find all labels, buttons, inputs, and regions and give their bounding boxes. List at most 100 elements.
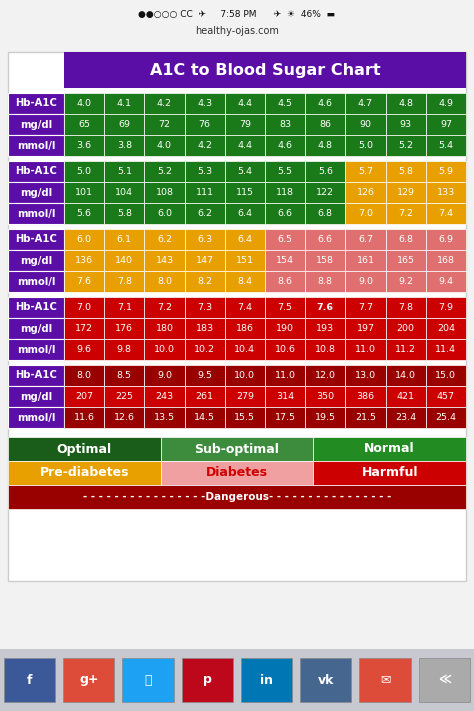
- Text: 12.6: 12.6: [114, 413, 135, 422]
- Bar: [225, 386, 265, 407]
- Text: 72: 72: [158, 120, 171, 129]
- Bar: [184, 135, 225, 156]
- Bar: [426, 182, 466, 203]
- Text: 5.6: 5.6: [77, 209, 91, 218]
- Bar: [64, 297, 104, 318]
- Text: 4.8: 4.8: [398, 99, 413, 108]
- Bar: [184, 182, 225, 203]
- Bar: [346, 318, 386, 339]
- Text: 21.5: 21.5: [355, 413, 376, 422]
- Bar: [346, 365, 386, 386]
- Text: 8.0: 8.0: [157, 277, 172, 286]
- Bar: [426, 250, 466, 271]
- Text: ✉: ✉: [380, 673, 391, 687]
- Bar: [346, 407, 386, 428]
- Text: f: f: [27, 673, 32, 687]
- Text: 118: 118: [276, 188, 294, 197]
- Bar: [265, 93, 305, 114]
- Text: Hb-A1C: Hb-A1C: [15, 370, 57, 380]
- Bar: [145, 114, 184, 135]
- Text: 6.4: 6.4: [237, 235, 252, 244]
- Text: 5.2: 5.2: [398, 141, 413, 150]
- Text: 5.5: 5.5: [278, 167, 292, 176]
- Bar: [265, 318, 305, 339]
- Text: 5.1: 5.1: [117, 167, 132, 176]
- Text: 12.0: 12.0: [315, 371, 336, 380]
- Text: Hb-A1C: Hb-A1C: [15, 302, 57, 313]
- Bar: [145, 297, 184, 318]
- Bar: [300, 658, 352, 702]
- Bar: [305, 203, 346, 224]
- Text: ≪: ≪: [438, 673, 451, 687]
- Text: 314: 314: [276, 392, 294, 401]
- Text: Hb-A1C: Hb-A1C: [15, 99, 57, 109]
- Bar: [386, 407, 426, 428]
- Bar: [104, 161, 145, 182]
- Text: 108: 108: [155, 188, 173, 197]
- Text: healthy-ojas.com: healthy-ojas.com: [195, 26, 279, 36]
- Bar: [346, 271, 386, 292]
- Text: 5.0: 5.0: [77, 167, 91, 176]
- Bar: [8, 114, 64, 135]
- Bar: [225, 135, 265, 156]
- Text: 🐦: 🐦: [145, 673, 152, 687]
- Text: 7.2: 7.2: [398, 209, 413, 218]
- Bar: [265, 114, 305, 135]
- Bar: [426, 271, 466, 292]
- Bar: [8, 93, 64, 114]
- Text: 4.4: 4.4: [237, 99, 252, 108]
- Text: 7.9: 7.9: [438, 303, 454, 312]
- Bar: [346, 297, 386, 318]
- Text: 14.5: 14.5: [194, 413, 215, 422]
- Bar: [265, 297, 305, 318]
- Text: 140: 140: [115, 256, 133, 265]
- Text: 122: 122: [316, 188, 334, 197]
- Text: 4.7: 4.7: [358, 99, 373, 108]
- Bar: [182, 658, 233, 702]
- Bar: [386, 182, 426, 203]
- Bar: [8, 161, 64, 182]
- Text: 5.0: 5.0: [358, 141, 373, 150]
- Text: 101: 101: [75, 188, 93, 197]
- Bar: [8, 52, 466, 581]
- Text: 6.0: 6.0: [77, 235, 91, 244]
- Bar: [265, 229, 305, 250]
- Text: 176: 176: [115, 324, 133, 333]
- Text: ●●○○○ CC  ✈     7:58 PM      ✈  ☀  46%  ▬: ●●○○○ CC ✈ 7:58 PM ✈ ☀ 46% ▬: [138, 10, 336, 19]
- Bar: [386, 339, 426, 360]
- Text: 8.2: 8.2: [197, 277, 212, 286]
- Bar: [64, 203, 104, 224]
- Text: 6.4: 6.4: [237, 209, 252, 218]
- Text: Sub-optimal: Sub-optimal: [194, 442, 280, 456]
- Bar: [104, 135, 145, 156]
- Text: mmol/l: mmol/l: [17, 277, 55, 287]
- Text: 5.2: 5.2: [157, 167, 172, 176]
- Bar: [305, 135, 346, 156]
- Text: 8.4: 8.4: [237, 277, 252, 286]
- Text: 7.1: 7.1: [117, 303, 132, 312]
- Text: 4.8: 4.8: [318, 141, 333, 150]
- Text: 13.5: 13.5: [154, 413, 175, 422]
- Bar: [8, 318, 64, 339]
- Bar: [184, 339, 225, 360]
- Bar: [64, 386, 104, 407]
- Bar: [184, 203, 225, 224]
- Text: 5.9: 5.9: [438, 167, 454, 176]
- Text: 8.8: 8.8: [318, 277, 333, 286]
- Text: 7.0: 7.0: [77, 303, 91, 312]
- Text: 261: 261: [196, 392, 214, 401]
- Text: 9.6: 9.6: [77, 345, 91, 354]
- Text: 6.0: 6.0: [157, 209, 172, 218]
- Text: Harmful: Harmful: [361, 466, 418, 479]
- Text: 4.4: 4.4: [237, 141, 252, 150]
- Bar: [122, 658, 174, 702]
- Text: 207: 207: [75, 392, 93, 401]
- Text: 25.4: 25.4: [436, 413, 456, 422]
- Bar: [64, 114, 104, 135]
- Bar: [64, 182, 104, 203]
- Bar: [0, 649, 474, 711]
- Text: mg/dl: mg/dl: [20, 324, 52, 333]
- Bar: [265, 339, 305, 360]
- Bar: [225, 318, 265, 339]
- Text: 350: 350: [316, 392, 334, 401]
